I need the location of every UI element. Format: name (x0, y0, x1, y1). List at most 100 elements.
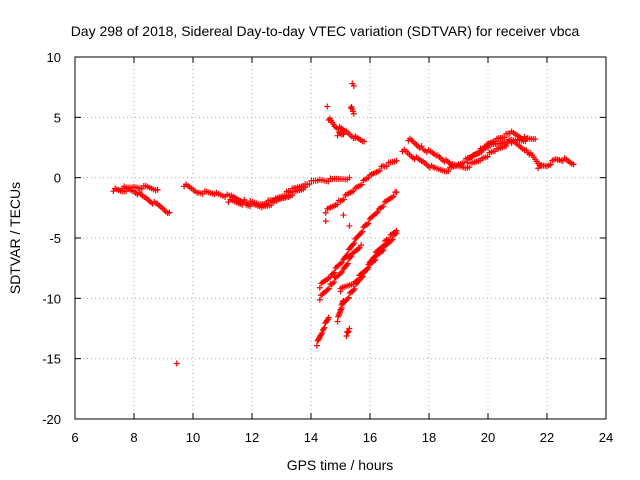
data-point (351, 240, 358, 247)
data-point (346, 174, 353, 181)
data-point (380, 242, 387, 249)
data-point (321, 324, 328, 331)
data-point (325, 314, 332, 321)
plot-frame (74, 56, 607, 420)
y-tick-label: -20 (42, 412, 61, 427)
data-point (358, 229, 365, 236)
data-point (345, 328, 352, 335)
data-point (343, 332, 350, 339)
x-tick-label: 14 (304, 430, 318, 445)
data-point (316, 284, 323, 291)
chart-title: Day 298 of 2018, Sidereal Day-to-day VTE… (71, 23, 580, 39)
data-point (358, 181, 365, 188)
data-point (350, 82, 357, 89)
data-point (324, 286, 331, 293)
data-point (393, 189, 400, 196)
x-tick-label: 8 (130, 430, 137, 445)
x-tick-label: 16 (363, 430, 377, 445)
y-tick-label: -10 (42, 291, 61, 306)
data-point (340, 131, 347, 138)
data-point (348, 253, 355, 260)
data-point (329, 280, 336, 287)
data-point (331, 273, 338, 280)
data-point (570, 161, 577, 168)
data-point (393, 227, 400, 234)
data-point (503, 143, 510, 150)
data-point (313, 342, 320, 349)
data-point (370, 254, 377, 261)
data-point (475, 149, 482, 156)
ticks: 6 8 10 12 14 16 18 20 22 24 -20 -15 -10 -5 0 5 10 (42, 50, 613, 445)
data-point (358, 242, 365, 249)
y-tick-label: -5 (49, 231, 61, 246)
data-point (361, 138, 368, 145)
data-point (386, 236, 393, 243)
data-points (110, 80, 577, 367)
data-point (535, 165, 542, 172)
data-point (350, 287, 357, 294)
data-point (343, 261, 350, 268)
y-tick-label: -15 (42, 352, 61, 367)
data-point (359, 273, 366, 280)
data-point (343, 252, 350, 259)
data-point (316, 296, 323, 303)
x-tick-label: 6 (71, 430, 78, 445)
data-point (364, 265, 371, 272)
grid (75, 57, 606, 419)
data-point (306, 181, 313, 188)
data-point (345, 294, 352, 301)
data-point (322, 209, 329, 216)
data-point (154, 186, 161, 193)
data-point (351, 285, 358, 292)
data-point (340, 196, 347, 203)
data-point (346, 222, 353, 229)
data-point (501, 134, 508, 141)
y-tick-label: 0 (54, 171, 61, 186)
data-point (478, 149, 485, 156)
data-point (445, 168, 452, 175)
x-tick-label: 10 (186, 430, 200, 445)
data-point (374, 209, 381, 216)
data-point (418, 143, 425, 150)
data-point (339, 259, 346, 266)
data-point (329, 270, 336, 277)
data-point (390, 193, 397, 200)
data-point (365, 220, 372, 227)
x-tick-label: 24 (599, 430, 613, 445)
data-point (334, 201, 341, 208)
data-point (340, 297, 347, 304)
data-point (340, 212, 347, 219)
x-tick-label: 12 (245, 430, 259, 445)
data-point (346, 325, 353, 332)
data-point (344, 260, 351, 267)
data-point (337, 285, 344, 292)
data-point (302, 184, 309, 191)
data-point (379, 243, 386, 250)
data-point (322, 218, 329, 225)
data-point (359, 228, 366, 235)
x-tick-label: 18 (422, 430, 436, 445)
data-point (344, 251, 351, 258)
y-tick-label: 5 (54, 110, 61, 125)
data-point (337, 260, 344, 267)
x-tick-label: 22 (540, 430, 554, 445)
data-point (371, 253, 378, 260)
data-point (339, 268, 346, 275)
data-point (352, 134, 359, 141)
data-point (373, 210, 380, 217)
data-point (358, 274, 365, 281)
data-point (350, 110, 357, 117)
data-point (482, 145, 489, 152)
data-point (324, 103, 331, 110)
data-point (350, 241, 357, 248)
data-point (376, 167, 383, 174)
data-point (331, 279, 338, 286)
data-point (523, 136, 530, 143)
data-point (383, 163, 390, 170)
y-axis-label: SDTVAR / TECUs (7, 182, 23, 294)
data-point (319, 329, 326, 336)
data-point (320, 325, 327, 332)
data-point (289, 192, 296, 199)
data-point (173, 360, 180, 367)
